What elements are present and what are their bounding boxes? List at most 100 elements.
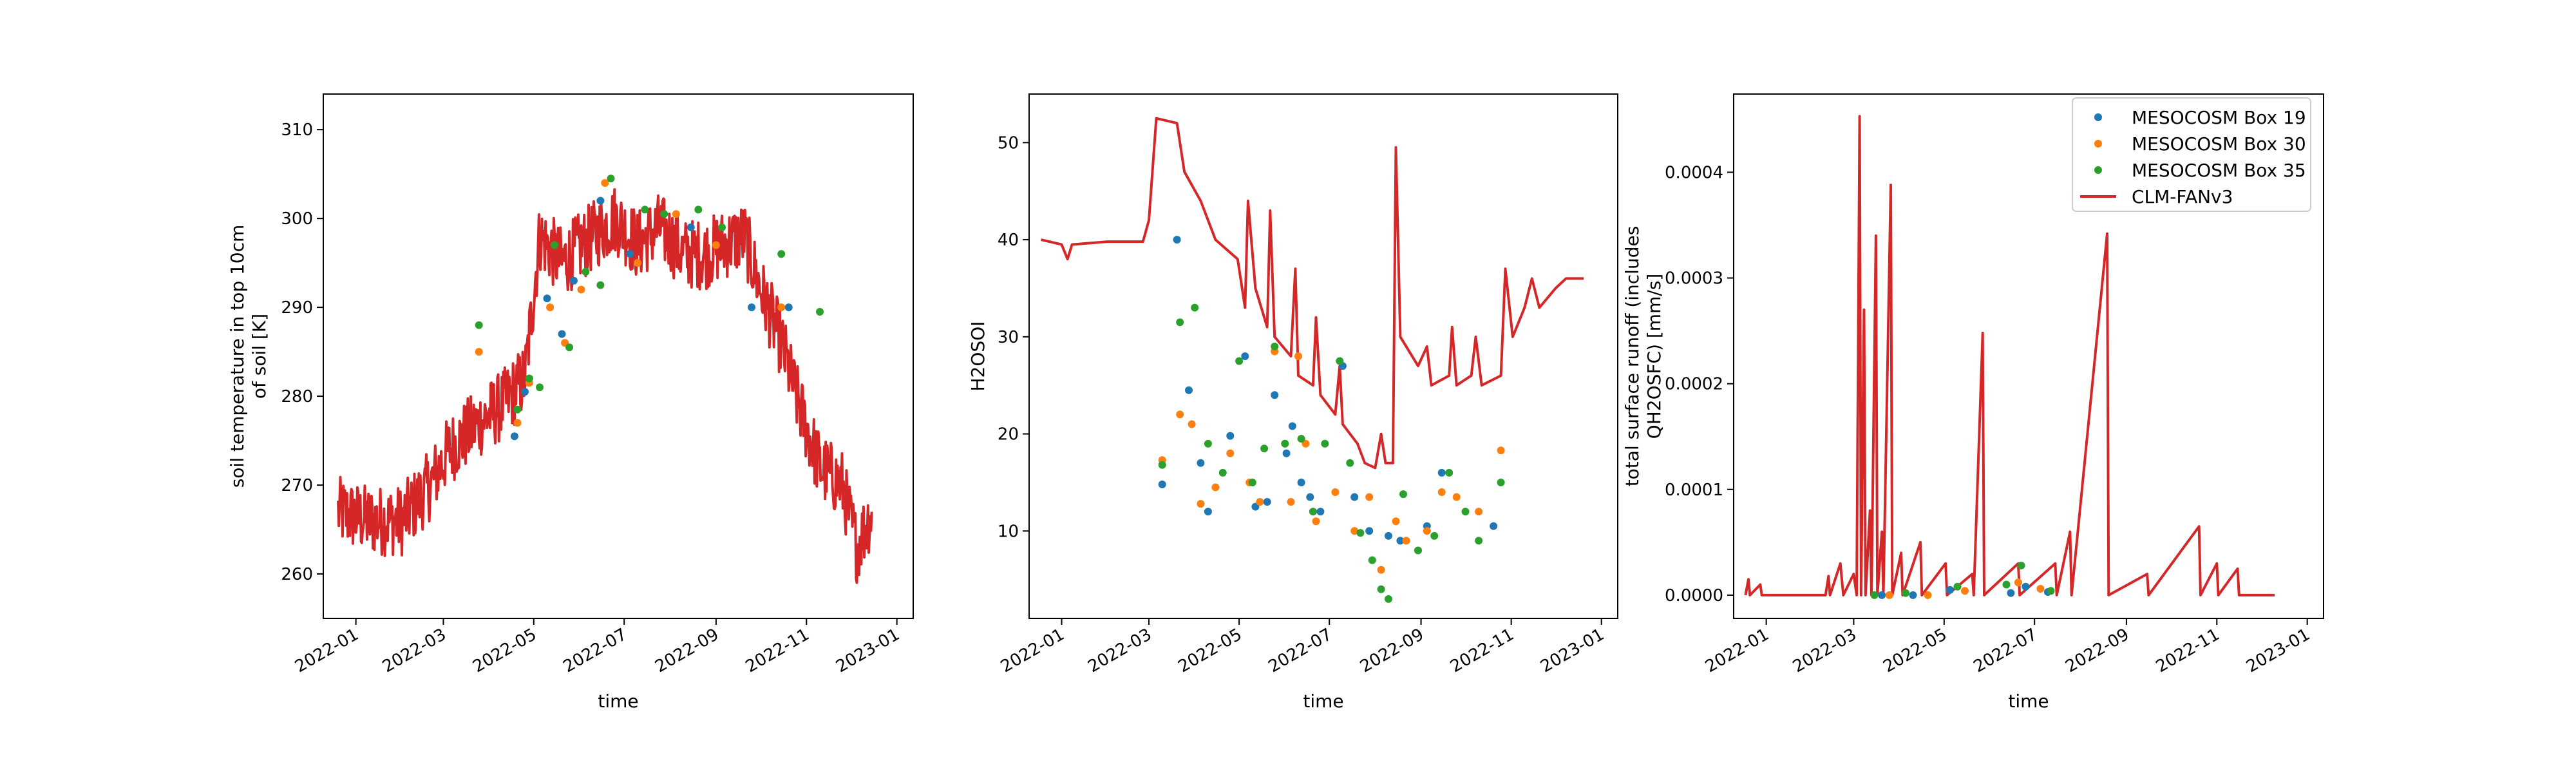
x-tick-label: 2022-01 (1702, 625, 1772, 676)
scatter-point-box-30 (1312, 517, 1320, 526)
x-tick-label: 2023-01 (833, 625, 903, 676)
scatter-point-box-30 (1365, 493, 1374, 501)
scatter-point-box-30 (1256, 498, 1264, 506)
scatter-point-box-35 (2017, 561, 2025, 569)
scatter-point-box-35 (1377, 585, 1385, 593)
scatter-point-box-35 (1385, 595, 1392, 603)
y-tick-label: 40 (998, 231, 1019, 250)
scatter-point-box-30 (1176, 410, 1184, 419)
scatter-point-box-19 (1271, 391, 1279, 399)
scatter-point-box-30 (1350, 527, 1359, 535)
scatter-point-box-35 (513, 405, 522, 414)
scatter-point-box-19 (1185, 386, 1193, 394)
scatter-point-box-30 (475, 348, 483, 356)
scatter-point-box-35 (1356, 529, 1365, 537)
scatter-point-box-30 (1188, 420, 1196, 428)
scatter-point-box-19 (784, 303, 793, 312)
x-tick-label: 2022-09 (1357, 625, 1427, 676)
scatter-point-box-19 (1297, 479, 1305, 486)
plot-area (1744, 115, 2275, 599)
x-tick-label: 2022-01 (292, 625, 362, 676)
x-axis-label: time (598, 691, 638, 712)
y-axis-label: of soil [K] (249, 314, 270, 399)
y-tick-label: 290 (281, 298, 313, 318)
scatter-point-box-35 (1271, 342, 1279, 350)
y-axis-label: H2OSOI (967, 321, 989, 392)
legend: MESOCOSM Box 19 MESOCOSM Box 30 MESOCOSM B… (2072, 97, 2311, 212)
x-tick-label: 2023-01 (1537, 625, 1607, 676)
scatter-point-box-35 (1218, 468, 1227, 477)
scatter-point-box-19 (687, 223, 695, 231)
scatter-point-box-35 (1297, 435, 1305, 443)
x-tick-label: 2022-07 (1971, 625, 2041, 676)
y-tick-label: 260 (281, 565, 313, 584)
x-tick-label: 2022-05 (1175, 625, 1245, 676)
scatter-point-box-35 (1336, 357, 1344, 365)
scatter-point-box-35 (1191, 303, 1199, 312)
y-tick-label: 10 (998, 522, 1019, 541)
x-tick-label: 2022-03 (379, 625, 450, 676)
x-tick-label: 2023-01 (2243, 625, 2313, 676)
y-axis-label: total surface runoff (includes (1622, 226, 1643, 487)
scatter-point-box-35 (777, 250, 786, 258)
y-tick-label: 0.0003 (1665, 269, 1723, 289)
scatter-point-box-30 (1402, 537, 1410, 545)
scatter-point-box-19 (1909, 591, 1917, 599)
scatter-point-box-19 (1282, 449, 1291, 457)
y-tick-label: 0.0002 (1665, 375, 1723, 394)
scatter-point-box-30 (1423, 527, 1431, 535)
panel-soil-temperature: 260 270 280 290 300 310 2022-01 2022-03 2022-05 2… (227, 93, 914, 712)
scatter-point-box-19 (1288, 422, 1296, 430)
x-axis-label: time (2008, 691, 2049, 712)
scatter-point-box-35 (607, 175, 615, 183)
scatter-point-box-30 (1331, 488, 1340, 496)
scatter-point-box-30 (1226, 449, 1235, 457)
scatter-point-box-19 (1204, 508, 1212, 516)
scatter-point-box-35 (1321, 439, 1329, 448)
scatter-point-box-35 (1870, 591, 1879, 599)
scatter-point-box-30 (601, 179, 609, 187)
scatter-point-box-30 (1452, 493, 1461, 501)
scatter-point-box-35 (641, 205, 649, 214)
scatter-point-box-30 (1197, 500, 1205, 508)
scatter-point-box-30 (1392, 517, 1400, 526)
x-tick-label: 2022-11 (2153, 625, 2223, 676)
scatter-point-box-35 (1309, 508, 1317, 516)
scatter-point-box-35 (565, 343, 574, 352)
scatter-point-box-35 (660, 210, 668, 218)
y-tick-label: 0.0004 (1665, 163, 1723, 182)
scatter-point-box-35 (1235, 357, 1244, 365)
y-tick-label: 20 (998, 425, 1019, 444)
scatter-point-box-30 (1437, 488, 1446, 496)
scatter-point-box-35 (1953, 582, 1962, 591)
scatter-point-box-19 (570, 276, 578, 285)
legend-entry-label: MESOCOSM Box 30 (2132, 133, 2306, 155)
scatter-point-box-35 (1248, 479, 1256, 486)
scatter-point-box-19 (1365, 527, 1374, 535)
scatter-point-box-35 (582, 267, 590, 276)
scatter-point-box-35 (694, 205, 703, 214)
scatter-point-box-30 (633, 259, 641, 267)
scatter-point-box-35 (1497, 479, 1505, 486)
scatter-point-box-30 (546, 303, 554, 312)
scatter-point-box-35 (1399, 490, 1407, 499)
x-axis-label: time (1303, 691, 1343, 712)
scatter-point-box-19 (1173, 236, 1181, 244)
scatter-point-box-30 (577, 285, 585, 294)
x-tick-label: 2022-03 (1084, 625, 1155, 676)
x-tick-label: 2022-09 (652, 625, 722, 676)
legend-box (2072, 97, 2311, 212)
scatter-point-box-19 (1158, 481, 1166, 488)
scatter-point-box-30 (1287, 498, 1295, 506)
scatter-point-box-19 (1396, 537, 1405, 545)
scatter-point-box-30 (1211, 483, 1220, 491)
scatter-point-box-35 (1176, 318, 1184, 327)
legend-marker (2094, 166, 2102, 174)
scatter-point-box-35 (1281, 439, 1289, 448)
scatter-point-box-19 (2022, 582, 2030, 591)
x-tick-label: 2022-07 (1265, 625, 1336, 676)
scatter-point-box-30 (1924, 591, 1932, 599)
scatter-point-box-19 (1437, 468, 1446, 477)
scatter-point-box-30 (2036, 585, 2045, 593)
scatter-point-box-35 (596, 281, 605, 289)
